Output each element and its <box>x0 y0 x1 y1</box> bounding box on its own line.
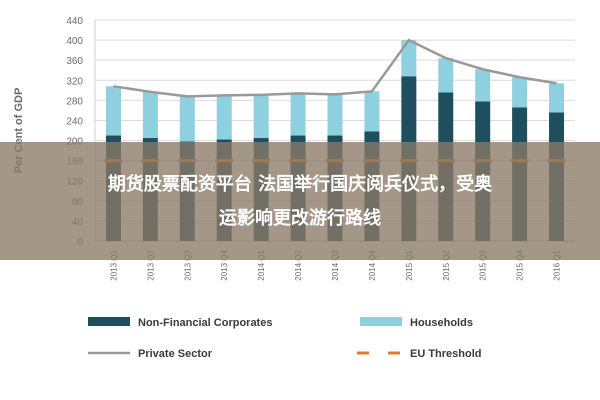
overlay-text-line2: 运影响更改游行路线 <box>219 207 381 229</box>
y-tick-label: 280 <box>66 96 83 107</box>
x-tick-label: 2015 Q1 <box>405 249 414 280</box>
bar-households <box>105 86 121 136</box>
legend-swatch <box>88 317 130 326</box>
legend-label: Households <box>410 317 473 329</box>
legend-label: EU Threshold <box>410 348 482 360</box>
x-tick-label: 2013 Q1 <box>109 249 118 280</box>
legend: Non-Financial Corporates Households Privat… <box>88 317 482 360</box>
y-tick-label: 320 <box>66 76 83 87</box>
x-tick-label: 2015 Q4 <box>516 249 525 280</box>
legend-label: Non-Financial Corporates <box>138 317 272 329</box>
x-tick-label: 2013 Q4 <box>220 249 229 280</box>
x-tick-label: 2013 Q2 <box>146 249 155 280</box>
bar-households <box>327 94 343 136</box>
x-tick-label: 2013 Q3 <box>183 249 192 280</box>
bar-households <box>142 91 158 139</box>
bar-households <box>364 91 380 132</box>
x-tick-label: 2015 Q3 <box>479 249 488 280</box>
bar-households <box>290 93 306 136</box>
bar-households <box>512 77 528 108</box>
x-axis-ticks: 2013 Q1 2013 Q2 2013 Q3 2013 Q4 2014 Q1 2014 … <box>109 249 561 280</box>
overlay-banner <box>0 142 600 260</box>
legend-label: Private Sector <box>138 348 213 360</box>
y-tick-label: 400 <box>66 36 83 47</box>
bar-households <box>216 95 232 140</box>
bar-households <box>549 83 565 113</box>
bar-households <box>401 40 417 77</box>
y-tick-label: 360 <box>66 56 83 67</box>
y-tick-label: 440 <box>66 16 83 27</box>
bar-households <box>475 69 491 102</box>
overlay-text-line1: 期货股票配资平台 法国举行国庆阅兵仪式，受奥 <box>108 173 493 195</box>
x-tick-label: 2014 Q2 <box>294 249 303 280</box>
bar-households <box>438 58 454 93</box>
x-tick-label: 2015 Q2 <box>442 249 451 280</box>
x-tick-label: 2014 Q4 <box>368 249 377 280</box>
private-sector-line <box>113 38 557 98</box>
private-sector-line-group <box>113 38 557 98</box>
x-tick-label: 2014 Q1 <box>257 249 266 280</box>
legend-swatch <box>360 317 402 326</box>
x-tick-label: 2016 Q1 <box>553 249 562 280</box>
bar-households <box>253 94 269 139</box>
y-tick-label: 240 <box>66 116 83 127</box>
bar-households <box>179 96 195 142</box>
x-tick-label: 2014 Q3 <box>331 249 340 280</box>
